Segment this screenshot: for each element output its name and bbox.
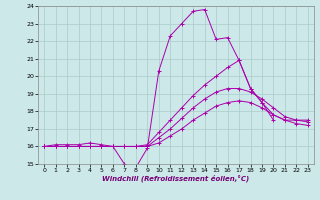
- X-axis label: Windchill (Refroidissement éolien,°C): Windchill (Refroidissement éolien,°C): [102, 175, 250, 182]
